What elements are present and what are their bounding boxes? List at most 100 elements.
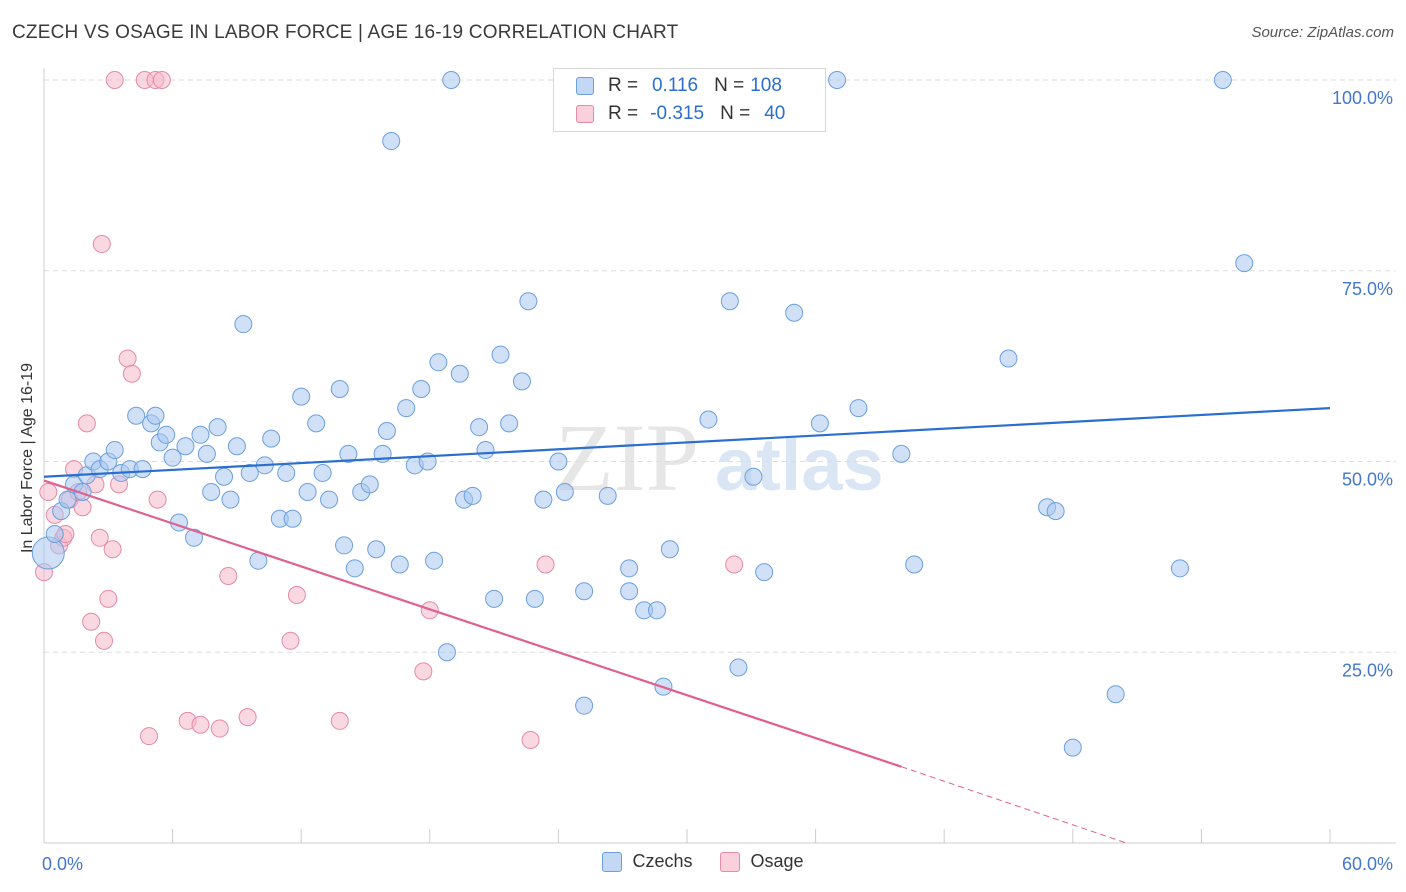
czech-point xyxy=(1213,71,1232,89)
czech-point xyxy=(277,463,296,482)
trend-lines xyxy=(43,406,1331,844)
czech-point xyxy=(307,414,326,433)
czech-point xyxy=(397,399,416,418)
czech-point xyxy=(598,486,617,505)
czech-point xyxy=(1170,559,1189,578)
czech-point xyxy=(215,467,234,486)
osage-point xyxy=(118,349,137,368)
x-tick-label-min: 0.0% xyxy=(42,854,83,874)
czech-point xyxy=(298,483,317,502)
legend-osage-label: Osage xyxy=(750,851,804,871)
czech-point xyxy=(339,444,358,463)
czech-point xyxy=(525,589,544,608)
czech-point xyxy=(849,399,868,418)
czech-point xyxy=(549,452,568,471)
osage-point xyxy=(330,711,349,730)
czech-point xyxy=(425,551,444,570)
legend-item-czechs: Czechs xyxy=(602,851,692,872)
czech-point xyxy=(437,643,456,662)
axes xyxy=(43,68,1396,844)
czech-point xyxy=(442,71,461,89)
czech-point xyxy=(575,696,594,715)
legend-czechs-swatch xyxy=(602,851,623,872)
czech-point xyxy=(208,418,227,437)
czechs-swatch xyxy=(576,77,594,95)
czech-point xyxy=(620,582,639,601)
osage-point xyxy=(281,631,300,650)
czech-point xyxy=(575,582,594,601)
osage-swatch xyxy=(576,105,594,123)
czech-point xyxy=(450,364,469,383)
czech-point xyxy=(146,406,165,425)
osage-n-value: 40 xyxy=(764,103,786,124)
series-legend: Czechs Osage xyxy=(0,851,1406,872)
czech-point xyxy=(197,444,216,463)
osage-point xyxy=(77,414,96,433)
czech-point xyxy=(45,524,64,543)
osage-point xyxy=(122,364,141,383)
czech-point xyxy=(176,437,195,456)
czech-point xyxy=(720,292,739,311)
osage-point xyxy=(95,631,114,650)
osage-trend-line xyxy=(43,479,902,768)
legend-row-czechs: R = 0.116 N = 108 xyxy=(576,73,782,99)
y-tick-label: 100.0% xyxy=(1332,88,1393,108)
czech-point xyxy=(191,425,210,444)
watermark: ZIP atlas xyxy=(555,404,884,511)
czech-point xyxy=(892,444,911,463)
czech-point xyxy=(345,559,364,578)
osage-point xyxy=(82,612,101,631)
czech-point xyxy=(1063,738,1082,757)
czech-point xyxy=(292,387,311,406)
osage-point xyxy=(73,498,92,517)
czech-point xyxy=(647,601,666,620)
osage-n-label: N = xyxy=(720,103,751,124)
czech-point xyxy=(240,463,259,482)
watermark-zip-text: ZIP xyxy=(555,404,699,511)
czech-point xyxy=(555,483,574,502)
osage-point xyxy=(521,730,540,749)
czech-point xyxy=(519,292,538,311)
osage-point xyxy=(90,528,109,547)
stats-legend: R = 0.116 N = 108 R = -0.315 N = 40 xyxy=(553,68,826,132)
czech-point xyxy=(534,490,553,509)
czech-point xyxy=(73,483,92,502)
czech-point xyxy=(105,441,124,460)
osage-point xyxy=(103,540,122,559)
y-tick-label: 75.0% xyxy=(1342,279,1393,299)
czech-points xyxy=(31,71,1254,757)
osage-point xyxy=(725,555,744,574)
czech-point xyxy=(512,372,531,391)
czech-point xyxy=(157,425,176,444)
osage-point xyxy=(140,727,159,746)
czech-point xyxy=(476,441,495,460)
czech-point xyxy=(262,429,281,448)
czech-point xyxy=(163,448,182,467)
czech-point xyxy=(202,483,221,502)
czech-point xyxy=(360,475,379,494)
czech-point xyxy=(185,528,204,547)
osage-point xyxy=(191,715,210,734)
czech-point xyxy=(905,555,924,574)
grid-lines xyxy=(44,79,1396,653)
czech-point xyxy=(729,658,748,677)
czech-point xyxy=(810,414,829,433)
czech-point xyxy=(227,437,246,456)
osage-point xyxy=(536,555,555,574)
czech-point xyxy=(785,303,804,322)
czechs-n-value: 108 xyxy=(750,75,782,96)
czech-point xyxy=(320,490,339,509)
legend-czechs-label: Czechs xyxy=(632,851,693,871)
czech-point xyxy=(335,536,354,555)
osage-trend-extension xyxy=(901,766,1127,844)
czech-point xyxy=(429,353,448,372)
tick-labels: 25.0% 50.0% 75.0% 100.0% 0.0% 60.0% xyxy=(42,88,1393,874)
czech-point xyxy=(500,414,519,433)
legend-row-osage: R = -0.315 N = 40 xyxy=(576,101,785,127)
czech-point xyxy=(330,380,349,399)
legend-osage-swatch xyxy=(720,851,741,872)
czech-point xyxy=(313,463,332,482)
czech-point xyxy=(412,380,431,399)
czech-point xyxy=(470,418,489,437)
